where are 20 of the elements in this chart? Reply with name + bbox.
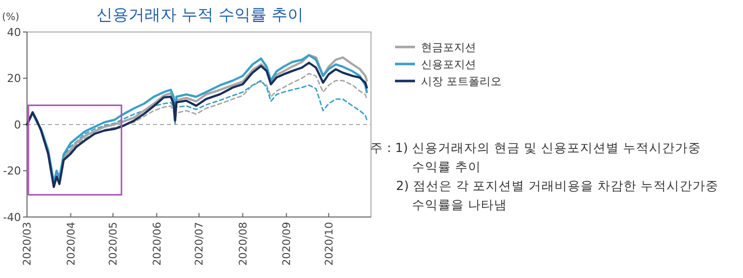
- y-tick-label: 20: [7, 72, 21, 86]
- annotation: 주 : 1) 신용거래자의 현금 및 신용포지션별 누적시간가중 수익률 추이: [370, 140, 701, 174]
- x-tick-label: 2020/03: [22, 222, 34, 266]
- x-tick-label: 2020/05: [108, 222, 120, 266]
- y-tick-label: 0: [14, 118, 21, 132]
- x-tick-label: 2020/06: [151, 222, 164, 266]
- y-tick-label: -40: [3, 210, 21, 224]
- x-tick-label: 2020/08: [237, 222, 250, 266]
- chart-title: 신용거래자 누적 수익률 추이: [96, 5, 304, 24]
- y-axis-title: (%): [2, 12, 20, 23]
- legend-label: 현금포지션: [421, 40, 476, 54]
- x-tick-label: 2020/10: [323, 222, 336, 266]
- x-tick-label: 2020/07: [194, 222, 206, 266]
- x-tick-label: 2020/09: [281, 222, 294, 266]
- text: 2) 점선은 각 포지션별 거래비용을 차감한 누적시간가중 수익률을 나타냄: [396, 178, 719, 212]
- y-tick-label: -20: [3, 164, 21, 178]
- legend-label: 시장 포트폴리오: [421, 74, 502, 88]
- legend-label: 신용포지션: [421, 58, 476, 71]
- y-tick-label: 40: [7, 26, 21, 39]
- x-tick-label: 2020/04: [65, 222, 78, 266]
